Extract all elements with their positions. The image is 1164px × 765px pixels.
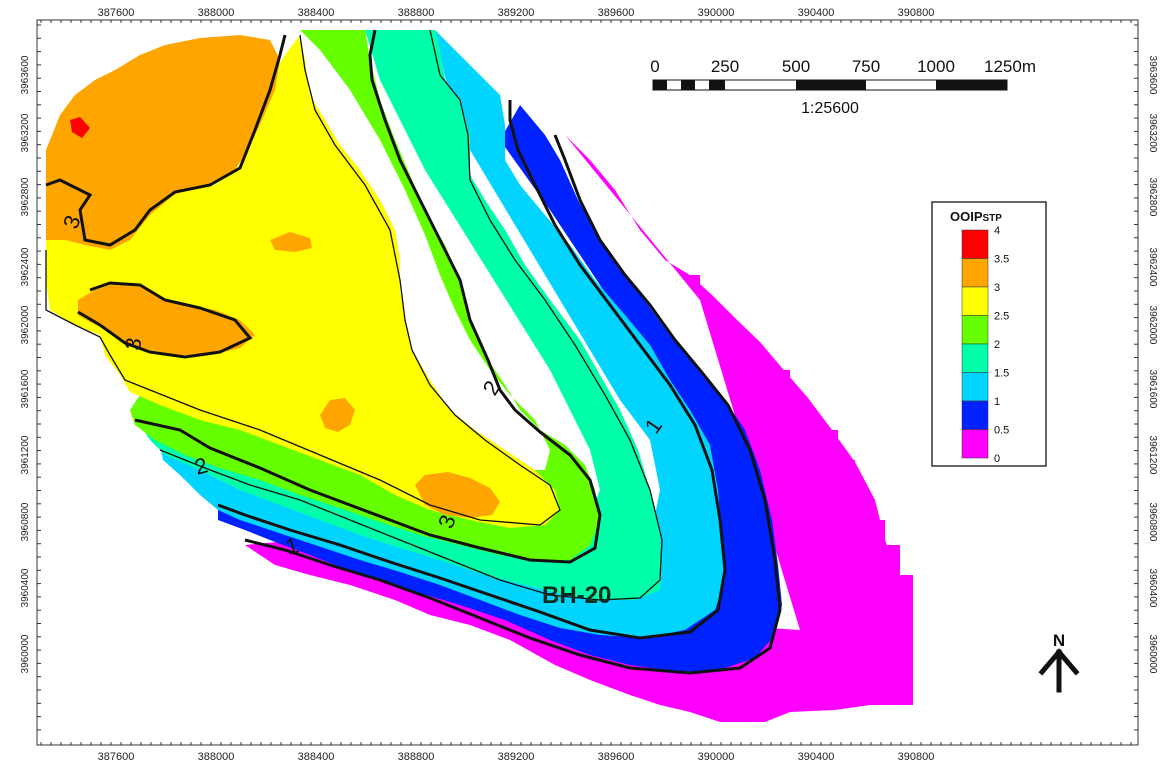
x-tick-bottom: 390800	[898, 751, 935, 763]
y-tick-left: 3962800	[20, 177, 31, 216]
x-tick-bottom: 388400	[298, 751, 335, 763]
scale-ratio: 1:25600	[801, 100, 859, 117]
contour-line-2-5	[45, 34, 561, 526]
scale-segment	[681, 80, 695, 90]
y-tick-left: 3961200	[20, 435, 31, 474]
legend-value: 0.5	[994, 425, 1009, 437]
scale-segment	[796, 80, 866, 90]
scale-label: 750	[852, 57, 880, 76]
legend-swatch	[961, 229, 989, 259]
legend-title: OOIPSTP	[950, 209, 1002, 224]
y-tick-left: 3960400	[20, 568, 31, 607]
north-label: N	[1053, 631, 1065, 650]
legend-swatch	[961, 315, 989, 345]
y-tick-right: 3960400	[1147, 569, 1158, 608]
legend-value: 0	[994, 453, 1000, 465]
y-tick-right: 3963200	[1147, 114, 1158, 153]
contour-line-1	[217, 100, 727, 640]
axis-ticks	[37, 20, 1138, 745]
y-tick-right: 3962400	[1147, 248, 1158, 287]
y-tick-right: 3961600	[1147, 370, 1158, 409]
contour-line-1-5	[159, 29, 663, 601]
scale-bar: 0 250 500 750 1000 1250m 1:25600	[650, 57, 1036, 117]
contour-lines	[45, 29, 782, 675]
y-tick-right: 3963600	[1147, 56, 1158, 95]
x-tick-top: 388000	[198, 7, 235, 19]
y-tick-left: 3961600	[20, 369, 31, 408]
scale-segment	[709, 80, 725, 90]
x-tick-bottom: 389600	[598, 751, 635, 763]
legend: OOIPSTP 4 3.5 3 2.5 2 1.5 1 0.5 0	[931, 201, 1047, 467]
north-arrow: N	[1038, 631, 1080, 693]
x-tick-bottom: 389200	[498, 751, 535, 763]
legend-swatch	[961, 372, 989, 402]
contour-line-2	[134, 29, 602, 564]
legend-value: 1	[994, 396, 1000, 408]
x-tick-bottom: 388000	[198, 751, 235, 763]
y-tick-left: 3963200	[20, 113, 31, 152]
contour-label-3-b: 3	[120, 336, 147, 352]
legend-value: 1.5	[994, 368, 1009, 380]
y-tick-right: 3960000	[1147, 635, 1158, 674]
scale-label: 1250m	[984, 57, 1036, 76]
band-3.5-4	[70, 117, 90, 138]
band-3-3.5-top	[46, 35, 280, 250]
x-tick-top: 388400	[298, 7, 335, 19]
x-axis-bottom: 387600 388000 388400 388800 389200 38960…	[98, 751, 935, 763]
contour-line-3-left	[77, 281, 253, 359]
legend-value: 4	[994, 225, 1000, 237]
contour-line-0-5	[244, 134, 782, 675]
x-tick-top: 388800	[398, 7, 435, 19]
band-fringe	[690, 275, 913, 620]
legend-swatch	[961, 343, 989, 373]
x-tick-top: 389600	[598, 7, 635, 19]
x-tick-top: 389200	[498, 7, 535, 19]
y-tick-right: 3962000	[1147, 306, 1158, 345]
x-axis-top: 387600 388000 388400 388800 389200 38960…	[98, 7, 935, 19]
x-tick-top: 387600	[98, 7, 135, 19]
y-tick-left: 3960000	[20, 634, 31, 673]
y-tick-right: 3961200	[1147, 436, 1158, 475]
scale-segment	[653, 80, 667, 90]
band-3-3.5-left	[78, 283, 255, 355]
legend-value: 2.5	[994, 311, 1009, 323]
x-tick-top: 390000	[698, 7, 735, 19]
legend-value: 3	[994, 282, 1000, 294]
legend-value: 2	[994, 339, 1000, 351]
x-tick-bottom: 390000	[698, 751, 735, 763]
x-tick-top: 390800	[898, 7, 935, 19]
y-tick-right: 3960800	[1147, 503, 1158, 542]
legend-value: 3.5	[994, 254, 1009, 266]
y-axis-left: 3963600 3963200 3962800 3962400 3962000 …	[20, 55, 31, 673]
x-tick-top: 390400	[798, 7, 835, 19]
well-label-bh-20: BH-20	[542, 582, 611, 609]
x-tick-bottom: 390400	[798, 751, 835, 763]
legend-swatch	[961, 258, 989, 288]
y-tick-left: 3960800	[20, 502, 31, 541]
y-tick-right: 3962800	[1147, 178, 1158, 217]
x-tick-bottom: 388800	[398, 751, 435, 763]
y-tick-left: 3962000	[20, 305, 31, 344]
band-1-1.5	[160, 30, 725, 638]
y-tick-left: 3962400	[20, 247, 31, 286]
legend-swatch	[961, 286, 989, 316]
y-tick-left: 3963600	[20, 55, 31, 94]
scale-label: 250	[711, 57, 739, 76]
north-arrow-icon	[1038, 648, 1080, 693]
y-axis-right: 3963600 3963200 3962800 3962400 3962000 …	[1147, 56, 1158, 674]
scale-segment	[936, 80, 1007, 90]
legend-swatch	[961, 400, 989, 430]
band-2.5-3	[46, 35, 560, 528]
scale-label: 500	[782, 57, 810, 76]
x-tick-bottom: 387600	[98, 751, 135, 763]
legend-frame	[931, 201, 1047, 467]
contour-line-3-top	[45, 34, 287, 247]
contour-bands	[46, 30, 913, 722]
scale-label: 1000	[917, 57, 955, 76]
band-3-3.5-small1	[270, 232, 312, 252]
band-3-3.5-small2	[320, 398, 355, 432]
scale-label: 0	[650, 57, 659, 76]
legend-swatch	[961, 429, 989, 459]
